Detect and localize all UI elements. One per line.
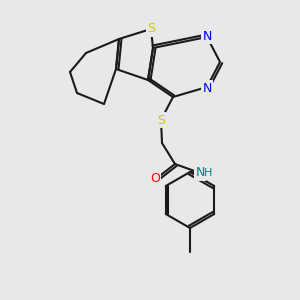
Text: N: N xyxy=(202,29,212,43)
Text: S: S xyxy=(157,113,165,127)
Text: N: N xyxy=(202,82,212,94)
Text: S: S xyxy=(147,22,155,35)
Text: O: O xyxy=(150,172,160,184)
Text: H: H xyxy=(204,168,212,178)
Text: N: N xyxy=(195,167,205,179)
